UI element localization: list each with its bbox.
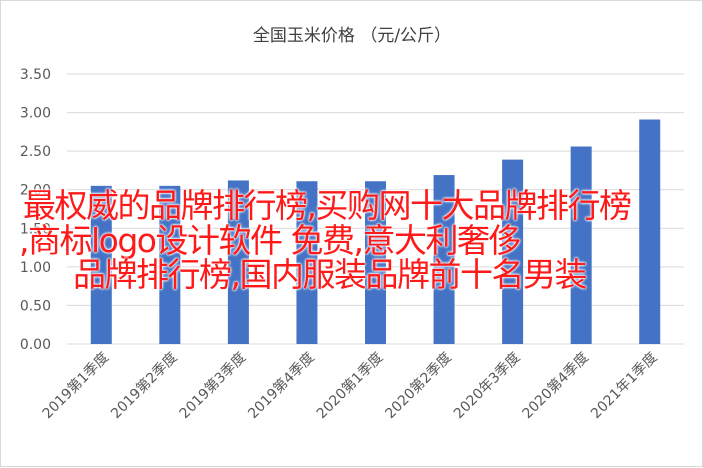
y-tick-label: 3.50 xyxy=(20,67,51,83)
x-tick-label: 2021年1季度 xyxy=(588,350,661,423)
bar xyxy=(227,180,249,344)
y-tick-label: 1.00 xyxy=(20,260,51,276)
bar xyxy=(365,181,386,344)
y-tick-label: 2.00 xyxy=(20,183,51,199)
bars xyxy=(90,119,661,344)
y-tick-label: 0.00 xyxy=(20,337,51,353)
x-tick-label: 2019第4季度 xyxy=(245,349,318,422)
x-axis: 2019第1季度2019第2季度2019第3季度2019第4季度2020第1季度… xyxy=(39,349,661,422)
x-tick-label: 2019第2季度 xyxy=(107,349,180,422)
bar xyxy=(570,146,592,344)
x-tick-label: 2019第1季度 xyxy=(39,349,112,422)
bar xyxy=(639,119,661,344)
y-tick-label: 2.50 xyxy=(20,144,51,160)
bar xyxy=(90,185,112,344)
x-tick-label: 2020第1季度 xyxy=(313,349,386,422)
x-tick-label: 2020第2季度 xyxy=(382,349,455,422)
y-axis: 0.00 0.50 1.00 1.50 2.00 2.50 3.00 3.50 xyxy=(20,67,51,353)
bar xyxy=(159,185,181,344)
y-tick-label: 1.50 xyxy=(20,221,51,237)
chart-title: 全国玉米价格 （元/公斤） xyxy=(253,26,451,46)
bar xyxy=(502,159,524,344)
x-tick-label: 2020年3季度 xyxy=(451,350,524,423)
y-tick-label: 3.00 xyxy=(20,106,51,122)
x-tick-label: 2019第3季度 xyxy=(176,349,249,422)
bar xyxy=(296,181,318,344)
x-tick-label: 2020第4季度 xyxy=(519,349,592,422)
bar xyxy=(433,175,455,344)
y-tick-label: 0.50 xyxy=(20,298,51,314)
